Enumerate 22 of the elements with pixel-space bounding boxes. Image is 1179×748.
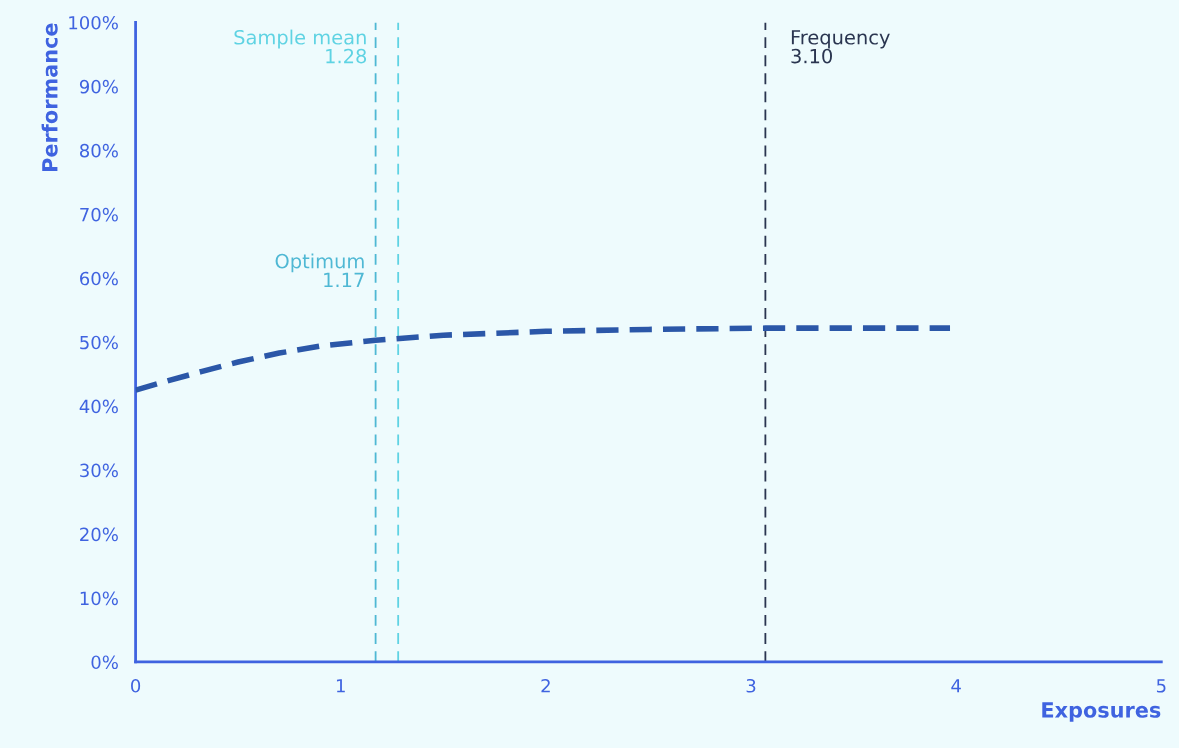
y-tick-label: 70% — [80, 207, 118, 222]
y-tick-label: 50% — [80, 335, 118, 350]
ref-line-label: Sample mean 1.28 — [234, 29, 367, 64]
x-tick-label: 0 — [131, 678, 141, 693]
ref-line-label: Frequency 3.10 — [791, 30, 890, 64]
y-tick-label: 30% — [80, 463, 118, 478]
y-tick-label: 40% — [79, 399, 118, 414]
y-tick-label: 0% — [91, 655, 118, 670]
y-tick-label: 60% — [80, 271, 118, 286]
x-tick-label: 2 — [541, 678, 550, 693]
x-tick-label: 3 — [746, 678, 756, 693]
y-tick-label: 100% — [69, 15, 118, 30]
y-tick-label: 20% — [80, 527, 118, 542]
ref-line-label: Optimum 1.17 — [275, 253, 364, 287]
y-tick-label: 90% — [79, 79, 118, 94]
x-tick-label: 4 — [951, 679, 961, 693]
y-axis-title: Performance — [41, 23, 58, 171]
x-tick-label: 1 — [336, 679, 345, 693]
x-tick-label: 5 — [1156, 679, 1166, 693]
y-tick-label: 80% — [80, 143, 118, 158]
x-axis-title: Exposures — [1042, 702, 1161, 722]
y-tick-label: 10% — [80, 591, 118, 606]
